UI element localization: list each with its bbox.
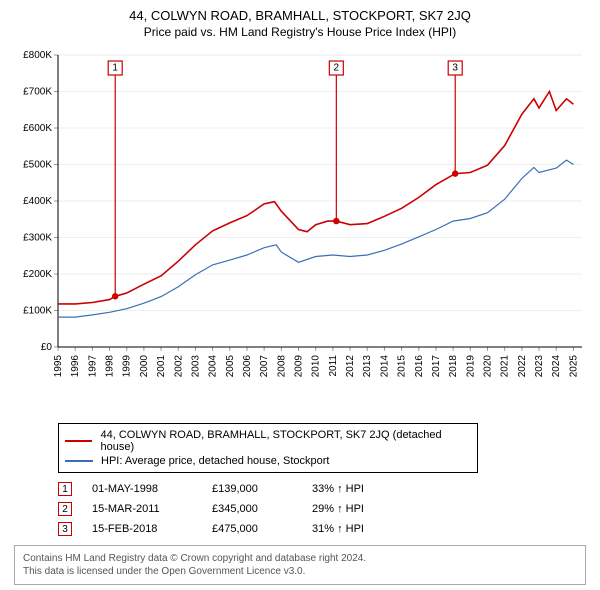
svg-text:2007: 2007: [259, 355, 270, 378]
sales-date: 01-MAY-1998: [92, 483, 192, 495]
svg-text:£300K: £300K: [23, 233, 52, 244]
legend-item: HPI: Average price, detached house, Stoc…: [65, 454, 471, 468]
svg-text:2010: 2010: [311, 355, 322, 378]
svg-text:2025: 2025: [568, 355, 579, 378]
sales-date: 15-FEB-2018: [92, 523, 192, 535]
svg-text:£400K: £400K: [23, 196, 52, 207]
svg-text:£600K: £600K: [23, 123, 52, 134]
svg-text:2017: 2017: [431, 355, 442, 378]
svg-text:2018: 2018: [448, 355, 459, 378]
svg-text:2022: 2022: [517, 355, 528, 378]
line-chart: £0 £100K £200K £300K £400K £500K £600K £700K £80…: [10, 47, 590, 417]
legend-item: 44, COLWYN ROAD, BRAMHALL, STOCKPORT, SK…: [65, 428, 471, 454]
svg-text:2003: 2003: [190, 355, 201, 378]
svg-text:2005: 2005: [225, 355, 236, 378]
footer-line-2: This data is licensed under the Open Gov…: [23, 565, 577, 578]
sales-marker-box: 1: [58, 482, 72, 496]
svg-text:2013: 2013: [362, 355, 373, 378]
svg-text:2019: 2019: [465, 355, 476, 378]
svg-text:1998: 1998: [105, 355, 116, 378]
svg-text:3: 3: [452, 63, 458, 74]
svg-text:2000: 2000: [139, 355, 150, 378]
svg-text:£800K: £800K: [23, 50, 52, 61]
sales-row: 2 15-MAR-2011 £345,000 29% ↑ HPI: [58, 499, 590, 519]
sales-pct: 33% ↑ HPI: [312, 483, 402, 495]
svg-text:2011: 2011: [328, 355, 339, 377]
svg-text:2001: 2001: [156, 355, 167, 378]
attribution-footer: Contains HM Land Registry data © Crown c…: [14, 545, 586, 585]
svg-text:2002: 2002: [173, 355, 184, 378]
svg-text:2012: 2012: [345, 355, 356, 378]
legend-swatch: [65, 460, 93, 462]
sales-pct: 29% ↑ HPI: [312, 503, 402, 515]
svg-text:2023: 2023: [534, 355, 545, 378]
sales-price: £139,000: [212, 483, 292, 495]
sales-price: £475,000: [212, 523, 292, 535]
svg-text:£500K: £500K: [23, 160, 52, 171]
svg-text:2021: 2021: [500, 355, 511, 378]
sales-date: 15-MAR-2011: [92, 503, 192, 515]
svg-text:£200K: £200K: [23, 269, 52, 280]
chart-title: 44, COLWYN ROAD, BRAMHALL, STOCKPORT, SK…: [10, 8, 590, 23]
legend-box: 44, COLWYN ROAD, BRAMHALL, STOCKPORT, SK…: [58, 423, 478, 473]
chart-subtitle: Price paid vs. HM Land Registry's House …: [10, 25, 590, 39]
legend-label: HPI: Average price, detached house, Stoc…: [101, 455, 330, 467]
sales-row: 3 15-FEB-2018 £475,000 31% ↑ HPI: [58, 519, 590, 539]
svg-text:2009: 2009: [294, 355, 305, 378]
svg-text:1: 1: [112, 63, 118, 74]
svg-text:2024: 2024: [551, 355, 562, 378]
sales-marker-box: 3: [58, 522, 72, 536]
sales-price: £345,000: [212, 503, 292, 515]
footer-line-1: Contains HM Land Registry data © Crown c…: [23, 552, 577, 565]
svg-text:1996: 1996: [70, 355, 81, 378]
sales-table: 1 01-MAY-1998 £139,000 33% ↑ HPI 2 15-MAR-201…: [58, 479, 590, 539]
svg-text:£100K: £100K: [23, 306, 52, 317]
sales-pct: 31% ↑ HPI: [312, 523, 402, 535]
svg-text:1997: 1997: [87, 355, 98, 378]
svg-text:2008: 2008: [276, 355, 287, 378]
svg-text:2015: 2015: [397, 355, 408, 378]
svg-text:£700K: £700K: [23, 87, 52, 98]
svg-text:£0: £0: [41, 342, 53, 353]
chart-container: £0 £100K £200K £300K £400K £500K £600K £700K £80…: [10, 47, 590, 417]
svg-text:1995: 1995: [53, 355, 64, 378]
svg-text:1999: 1999: [122, 355, 133, 378]
svg-text:2016: 2016: [414, 355, 425, 378]
svg-text:2020: 2020: [483, 355, 494, 378]
legend-swatch: [65, 440, 92, 442]
svg-text:2004: 2004: [208, 355, 219, 378]
svg-text:2014: 2014: [379, 355, 390, 378]
sales-row: 1 01-MAY-1998 £139,000 33% ↑ HPI: [58, 479, 590, 499]
svg-text:2006: 2006: [242, 355, 253, 378]
sales-marker-box: 2: [58, 502, 72, 516]
svg-text:2: 2: [334, 63, 340, 74]
legend-label: 44, COLWYN ROAD, BRAMHALL, STOCKPORT, SK…: [100, 429, 471, 453]
